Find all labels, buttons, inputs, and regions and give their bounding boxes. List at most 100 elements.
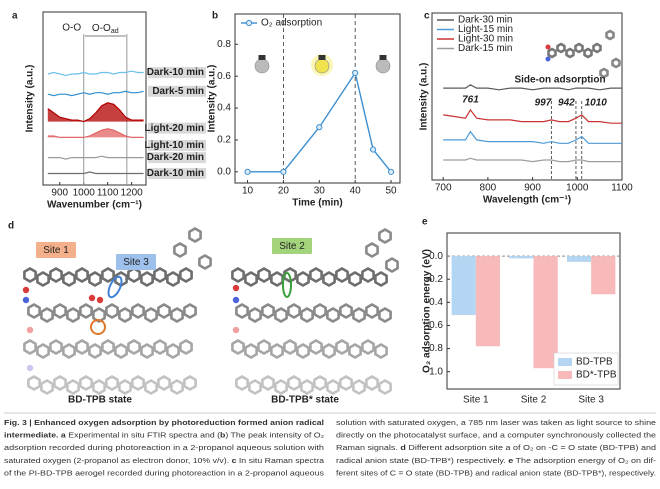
molecule-ring [309,267,323,283]
caption-line: saturated oxygen (2-propanol as electron… [4,456,325,465]
caption-text: Experimental in situ FTIR spectra and ( [66,431,221,440]
molecule-ring [556,42,566,54]
caption-bold: d [400,443,406,452]
annotation: O-Oad [92,23,119,35]
series-label: Light-20 min [145,123,204,134]
bulb-icon [314,58,330,74]
data-point [280,168,287,175]
annotation: Side-on adsorption [514,75,605,86]
molecule-ring [27,303,41,319]
molecule-ring [173,242,187,258]
area-fill [47,102,144,122]
y-axis-label: Intensity (a.u.) [207,65,218,133]
caption-bold: b [220,431,226,440]
y-tick-label: -1.0 [426,366,444,377]
y-tick-label: 0.0 [429,251,443,262]
caption-bold: Fig. 3 | Enhanced oxygen adsorption by p… [4,418,324,427]
molecule-ring [283,339,297,355]
series-label: Dark-20 min [147,152,204,163]
atom [232,284,240,292]
series-label: Dark-5 min [152,86,204,97]
molecule-ring [565,47,575,59]
molecule-ring [261,303,275,319]
data-line [247,71,392,173]
x-tick-label: 30 [314,186,326,197]
molecule-ring [378,307,392,323]
molecule-ring [53,303,67,319]
molecule-ring [248,307,262,323]
caption-line: Raman signals. d Different adsorption si… [336,443,656,452]
molecule-ring [166,343,180,359]
caption-text: ferent sites of C = O state (BD-TPB) and… [336,468,656,477]
caption-line: of the PI-BD-TPB aerogel recorded during… [4,468,324,477]
molecule-ring [40,379,54,395]
y-tick-label: -0.8 [426,343,444,354]
molecule-ring [361,339,375,355]
legend-label: O₂ adsorption [261,18,322,29]
site-marker [90,319,106,335]
molecule-ring [144,307,158,323]
molecule-ring [583,47,593,59]
x-tick-label: 50 [385,186,397,197]
molecule-ring [244,271,258,287]
molecule-ring [127,339,141,355]
series-label: Dark-10 min [147,67,204,78]
caption-line: adsorption recorded during photoreaction… [4,443,324,452]
molecule-ring [157,303,171,319]
site-label: Site 3 [123,257,149,268]
caption-text: Raman signals. [336,443,400,452]
spectrum-line [47,128,144,138]
molecule-ring [378,379,392,395]
molecule-ring [153,267,167,283]
molecule-ring [131,303,145,319]
molecule-ring [88,271,102,287]
caption-text: adsorption recorded during photoreaction… [4,443,324,452]
caption-text: directly on the photocatalyst surface, a… [336,431,656,440]
bulb-base [258,55,266,60]
molecule-ring [378,228,392,244]
spectrum-line [443,157,622,163]
molecule-ring [374,343,388,359]
caption-text: solution with saturated oxygen, a 785 nm… [336,418,656,427]
atom [96,296,104,304]
molecule-ring [287,375,301,391]
spectrum-line [443,84,622,91]
x-tick-label: Site 2 [521,395,547,406]
molecule-ring [105,375,119,391]
molecule-ring [300,307,314,323]
y-tick-label: 0.2 [217,135,231,146]
molecule-ring [257,339,271,355]
x-tick-label: 10 [242,186,254,197]
panel-letter: c [424,11,430,22]
molecule-ring [270,271,284,287]
x-tick-label: 800 [480,183,497,194]
panel-letter: e [422,217,428,228]
caption-text: The adsorption energy of O₂ on dif- [513,456,656,465]
atom [22,296,30,304]
series-label: Dark-10 min [147,168,204,179]
series-label-box [148,167,206,179]
y-axis-label: Intensity (a.u.) [419,63,430,131]
spectrum-line [47,102,144,123]
molecule-ring [365,375,379,391]
y-tick-label: 0.4 [217,103,231,114]
caption-line: ferent sites of C = O state (BD-TPB) and… [336,468,656,477]
x-tick-label: 700 [435,183,452,194]
molecule-ring [49,267,63,283]
molecule-ring [66,307,80,323]
x-axis-label: Wavelength (cm⁻¹) [483,195,571,206]
molecule-ring [365,242,379,258]
molecule-ring [75,267,89,283]
molecule-ring [40,307,54,323]
molecule-ring [361,267,375,283]
caption-bold: c [232,456,238,465]
molecule-ring [300,379,314,395]
molecule-ring [183,375,197,391]
molecule-ring [322,271,336,287]
series-label-box [148,139,206,151]
site-label-box [36,242,76,258]
molecule-ring [244,343,258,359]
molecule-ring [231,339,245,355]
molecule-ring [101,339,115,355]
